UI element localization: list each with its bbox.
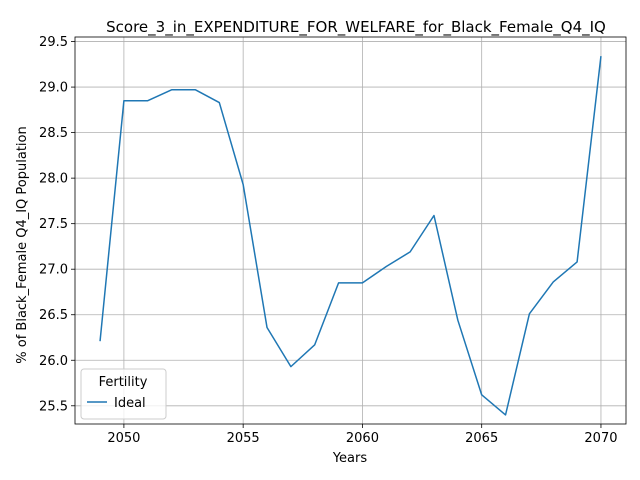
plot-area-frame — [74, 36, 627, 425]
y-tick-label: 29.0 — [39, 81, 68, 96]
y-axis-label: % of Black_Female Q4_IQ Population — [15, 126, 30, 363]
series-layer — [99, 56, 602, 416]
y-tick-label: 27.0 — [39, 263, 68, 278]
legend-title: Fertility — [99, 375, 148, 390]
y-tick-label: 27.5 — [39, 217, 68, 232]
x-tick-label: 2055 — [227, 431, 260, 446]
y-tick-label: 26.5 — [39, 308, 68, 323]
x-tick-label: 2060 — [346, 431, 379, 446]
x-tick-label: 2070 — [584, 431, 617, 446]
x-axis-label: Years — [332, 451, 368, 466]
series-line-ideal — [99, 56, 602, 416]
chart-title: Score_3_in_EXPENDITURE_FOR_WELFARE_for_B… — [106, 18, 606, 37]
legend: Fertility Ideal — [80, 368, 167, 420]
y-axis: 25.5 26.0 26.5 27.0 27.5 28.0 28.5 29.0 29.5 — [39, 35, 75, 414]
y-tick-label: 28.5 — [39, 126, 68, 141]
grid-lines — [75, 37, 626, 424]
legend-label-ideal: Ideal — [114, 396, 146, 411]
x-tick-label: 2065 — [465, 431, 498, 446]
y-tick-label: 29.5 — [39, 35, 68, 50]
x-tick-label: 2050 — [107, 431, 140, 446]
x-axis: 2050 2055 2060 2065 2070 — [107, 424, 618, 446]
y-tick-label: 26.0 — [39, 354, 68, 369]
y-tick-label: 25.5 — [39, 399, 68, 414]
y-tick-label: 28.0 — [39, 172, 68, 187]
legend-box — [80, 368, 167, 420]
